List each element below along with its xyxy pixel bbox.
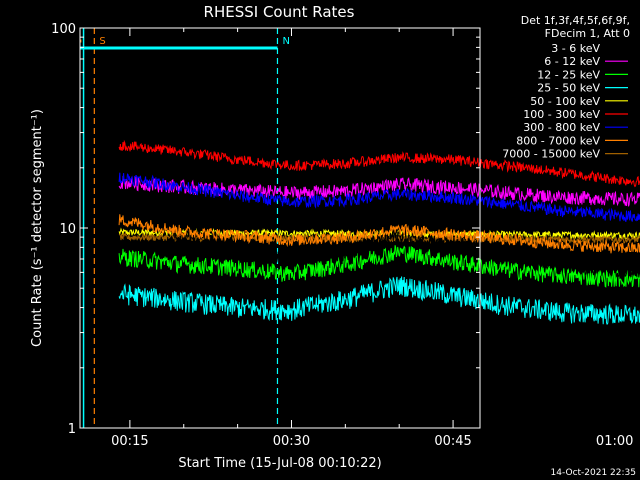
legend-entry-label: 3 - 6 keV (551, 42, 600, 55)
x-tick-label: 00:15 (111, 434, 148, 449)
legend-entry-label: 7000 - 15000 keV (502, 148, 600, 161)
timestamp: 14-Oct-2021 22:35 (551, 468, 636, 478)
legend-header-line-1: Det 1f,3f,4f,5f,6f,9f, (521, 14, 630, 27)
marker-label-n: N (282, 36, 289, 47)
series-line (118, 176, 640, 207)
legend-header-line-2: FDecim 1, Att 0 (545, 27, 630, 40)
series-line (118, 200, 640, 278)
legend-entry-label: 12 - 25 keV (537, 68, 600, 81)
legend-entry-label: 50 - 100 keV (530, 95, 600, 108)
series-line (118, 214, 640, 254)
legend-entry-label: 800 - 7000 keV (516, 134, 600, 147)
x-tick-label: 01:00 (596, 434, 633, 449)
x-axis-label: Start Time (15-Jul-08 00:10:22) (178, 456, 381, 471)
series-layer (118, 139, 640, 326)
legend-entry-label: 6 - 12 keV (544, 55, 600, 68)
y-axis-ticks: 1 10 100 (51, 22, 480, 437)
y-tick-label: 10 (59, 222, 76, 237)
series-line (118, 172, 640, 222)
x-tick-label: 00:45 (434, 434, 471, 449)
legend-entry-label: 300 - 800 keV (523, 121, 600, 134)
y-tick-label: 1 (68, 422, 76, 437)
legend-entry-label: 25 - 50 keV (537, 82, 600, 95)
series-line (118, 276, 640, 326)
series-line (118, 227, 640, 241)
series-line (118, 245, 640, 288)
chart-title: RHESSI Count Rates (204, 3, 355, 21)
legend: Det 1f,3f,4f,5f,6f,9f, FDecim 1, Att 0 3… (502, 14, 630, 161)
marker-label-s: S (99, 36, 105, 47)
x-tick-label: 00:30 (273, 434, 310, 449)
series-line (118, 139, 640, 188)
legend-entry-label: 100 - 300 keV (523, 108, 600, 121)
y-tick-label: 100 (51, 22, 76, 37)
y-axis-label: Count Rate (s⁻¹ detector segment⁻¹) (30, 109, 45, 347)
